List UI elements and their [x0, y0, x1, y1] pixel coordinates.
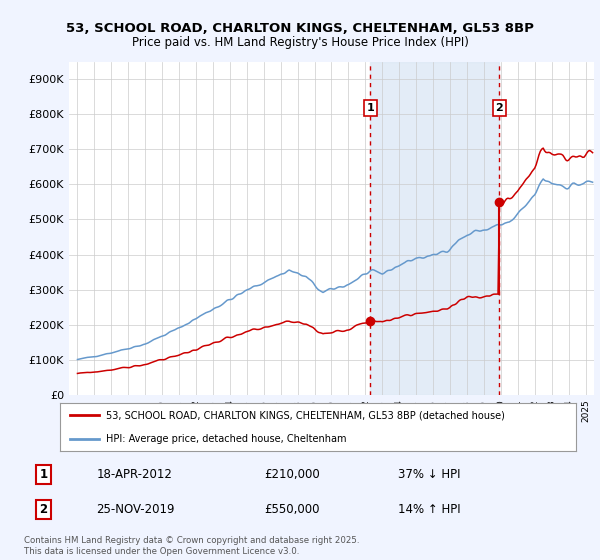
Text: 2: 2: [495, 103, 503, 113]
Text: Price paid vs. HM Land Registry's House Price Index (HPI): Price paid vs. HM Land Registry's House …: [131, 36, 469, 49]
Text: 53, SCHOOL ROAD, CHARLTON KINGS, CHELTENHAM, GL53 8BP: 53, SCHOOL ROAD, CHARLTON KINGS, CHELTEN…: [66, 22, 534, 35]
Text: £210,000: £210,000: [264, 468, 320, 481]
Text: 14% ↑ HPI: 14% ↑ HPI: [398, 503, 460, 516]
Text: Contains HM Land Registry data © Crown copyright and database right 2025.
This d: Contains HM Land Registry data © Crown c…: [24, 536, 359, 556]
Text: 1: 1: [367, 103, 374, 113]
Text: 37% ↓ HPI: 37% ↓ HPI: [398, 468, 460, 481]
Text: 53, SCHOOL ROAD, CHARLTON KINGS, CHELTENHAM, GL53 8BP (detached house): 53, SCHOOL ROAD, CHARLTON KINGS, CHELTEN…: [106, 410, 505, 420]
Bar: [370, 62, 499, 395]
Text: 25-NOV-2019: 25-NOV-2019: [97, 503, 175, 516]
Text: 2: 2: [40, 503, 47, 516]
Text: 18-APR-2012: 18-APR-2012: [97, 468, 172, 481]
Text: £550,000: £550,000: [264, 503, 319, 516]
Text: HPI: Average price, detached house, Cheltenham: HPI: Average price, detached house, Chel…: [106, 434, 347, 444]
Text: 1: 1: [40, 468, 47, 481]
